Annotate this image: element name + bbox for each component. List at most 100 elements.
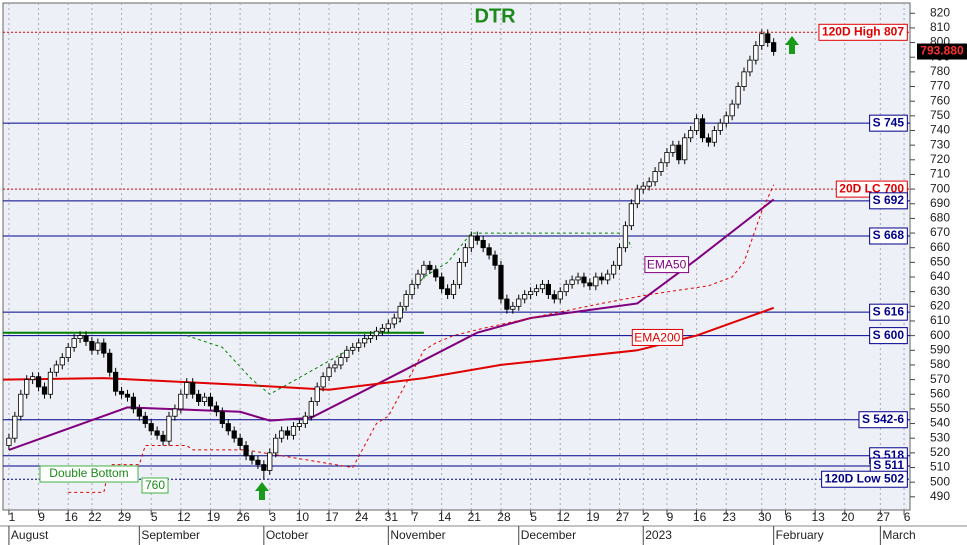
candle-body: [522, 294, 528, 300]
level-label: S 600: [873, 328, 905, 342]
candle-body: [753, 45, 759, 61]
candle-body: [765, 33, 771, 43]
candle-body: [71, 338, 77, 348]
candle-body: [148, 423, 154, 432]
candle-body: [729, 103, 735, 117]
level-label-box: [869, 327, 908, 345]
level-label: S 745: [873, 115, 905, 129]
candle-body: [107, 352, 113, 373]
candle-body: [373, 330, 380, 337]
candle-body: [723, 115, 729, 124]
candle-body: [243, 445, 249, 457]
candle-body: [344, 349, 350, 359]
candles: [6, 29, 777, 480]
candle-body: [575, 276, 581, 281]
y-tick-label: 710: [930, 167, 950, 181]
candle-body: [397, 305, 403, 319]
candle-body: [741, 71, 747, 87]
candle-body: [118, 390, 125, 395]
candle-body: [314, 386, 320, 402]
y-tick-label: 650: [930, 255, 950, 269]
candle-body: [593, 276, 599, 287]
candle-body: [196, 393, 202, 402]
candle-body: [480, 239, 486, 249]
candle-body: [516, 298, 522, 307]
candle-body: [154, 430, 160, 436]
x-tick-label: 5: [530, 510, 537, 524]
series-label: EMA50: [647, 258, 687, 272]
y-tick-label: 560: [930, 386, 950, 400]
candle-body: [30, 376, 36, 380]
candle-body: [249, 455, 255, 461]
y-tick-label: 750: [930, 108, 950, 122]
candle-body: [462, 247, 468, 263]
annotation-box: [141, 477, 169, 494]
y-tick-label: 550: [930, 401, 950, 415]
candle-body: [427, 264, 433, 271]
x-tick-label: 5: [151, 510, 158, 524]
series-label: EMA200: [634, 330, 680, 344]
candle-body: [551, 294, 557, 300]
candle-body: [533, 288, 540, 293]
x-tick-label: 6: [904, 510, 911, 524]
x-tick-label: 17: [325, 510, 339, 524]
level-label: S 542-6: [862, 412, 904, 426]
candle-body: [433, 269, 439, 278]
candle-body: [498, 264, 504, 300]
x-tick-label: 13: [811, 510, 825, 524]
candle-body: [539, 283, 546, 290]
candle-body: [160, 434, 166, 442]
candle-body: [290, 426, 297, 436]
candle-body: [184, 382, 190, 395]
candle-body: [77, 335, 83, 339]
candle-body: [385, 323, 391, 329]
candle-body: [658, 162, 664, 172]
x-tick-label: 10: [296, 510, 310, 524]
candle-body: [18, 393, 24, 417]
candle-body: [771, 42, 777, 52]
candle-body: [53, 364, 59, 373]
candle-body: [759, 33, 765, 46]
labels: 4905005105205305405505605705805906006106…: [9, 5, 967, 542]
candle-body: [302, 415, 308, 424]
level-label: S 511: [873, 458, 904, 472]
candle-body: [172, 408, 178, 417]
candle-body: [699, 118, 706, 139]
arrow: [785, 36, 799, 54]
x-tick-label: 3: [269, 510, 276, 524]
y-tick-label: 680: [930, 211, 950, 225]
candle-body: [664, 152, 670, 164]
month-label: November: [390, 528, 445, 542]
candle-body: [569, 279, 575, 285]
levels: [3, 31, 910, 480]
x-tick-label: 30: [758, 510, 772, 524]
candle-body: [616, 247, 623, 266]
candle-body: [267, 452, 273, 471]
x-tick-label: 12: [557, 510, 571, 524]
y-tick-label: 570: [930, 372, 950, 386]
candle-body: [581, 276, 587, 284]
x-tick-label: 21: [468, 510, 482, 524]
candle-body: [439, 276, 445, 290]
candle-body: [605, 273, 611, 281]
candle-body: [379, 327, 385, 332]
candle-body: [332, 364, 338, 369]
last-price-box: [917, 43, 967, 60]
y-tick-label: 590: [930, 342, 950, 356]
candle-body: [682, 137, 688, 161]
candle-body: [362, 338, 368, 344]
y-tick-label: 730: [930, 137, 950, 151]
candle-body: [136, 408, 142, 417]
level-label: S 692: [873, 193, 905, 207]
y-tick-label: 640: [930, 269, 950, 283]
candle-body: [124, 393, 131, 398]
candle-body: [450, 283, 457, 295]
candle-body: [717, 122, 723, 131]
candle-body: [338, 357, 344, 366]
candle-body: [308, 401, 314, 417]
y-tick-label: 510: [930, 460, 950, 474]
candle-body: [95, 342, 101, 351]
level-label-box: [869, 114, 908, 132]
candle-body: [492, 254, 498, 266]
month-label: December: [521, 528, 576, 542]
